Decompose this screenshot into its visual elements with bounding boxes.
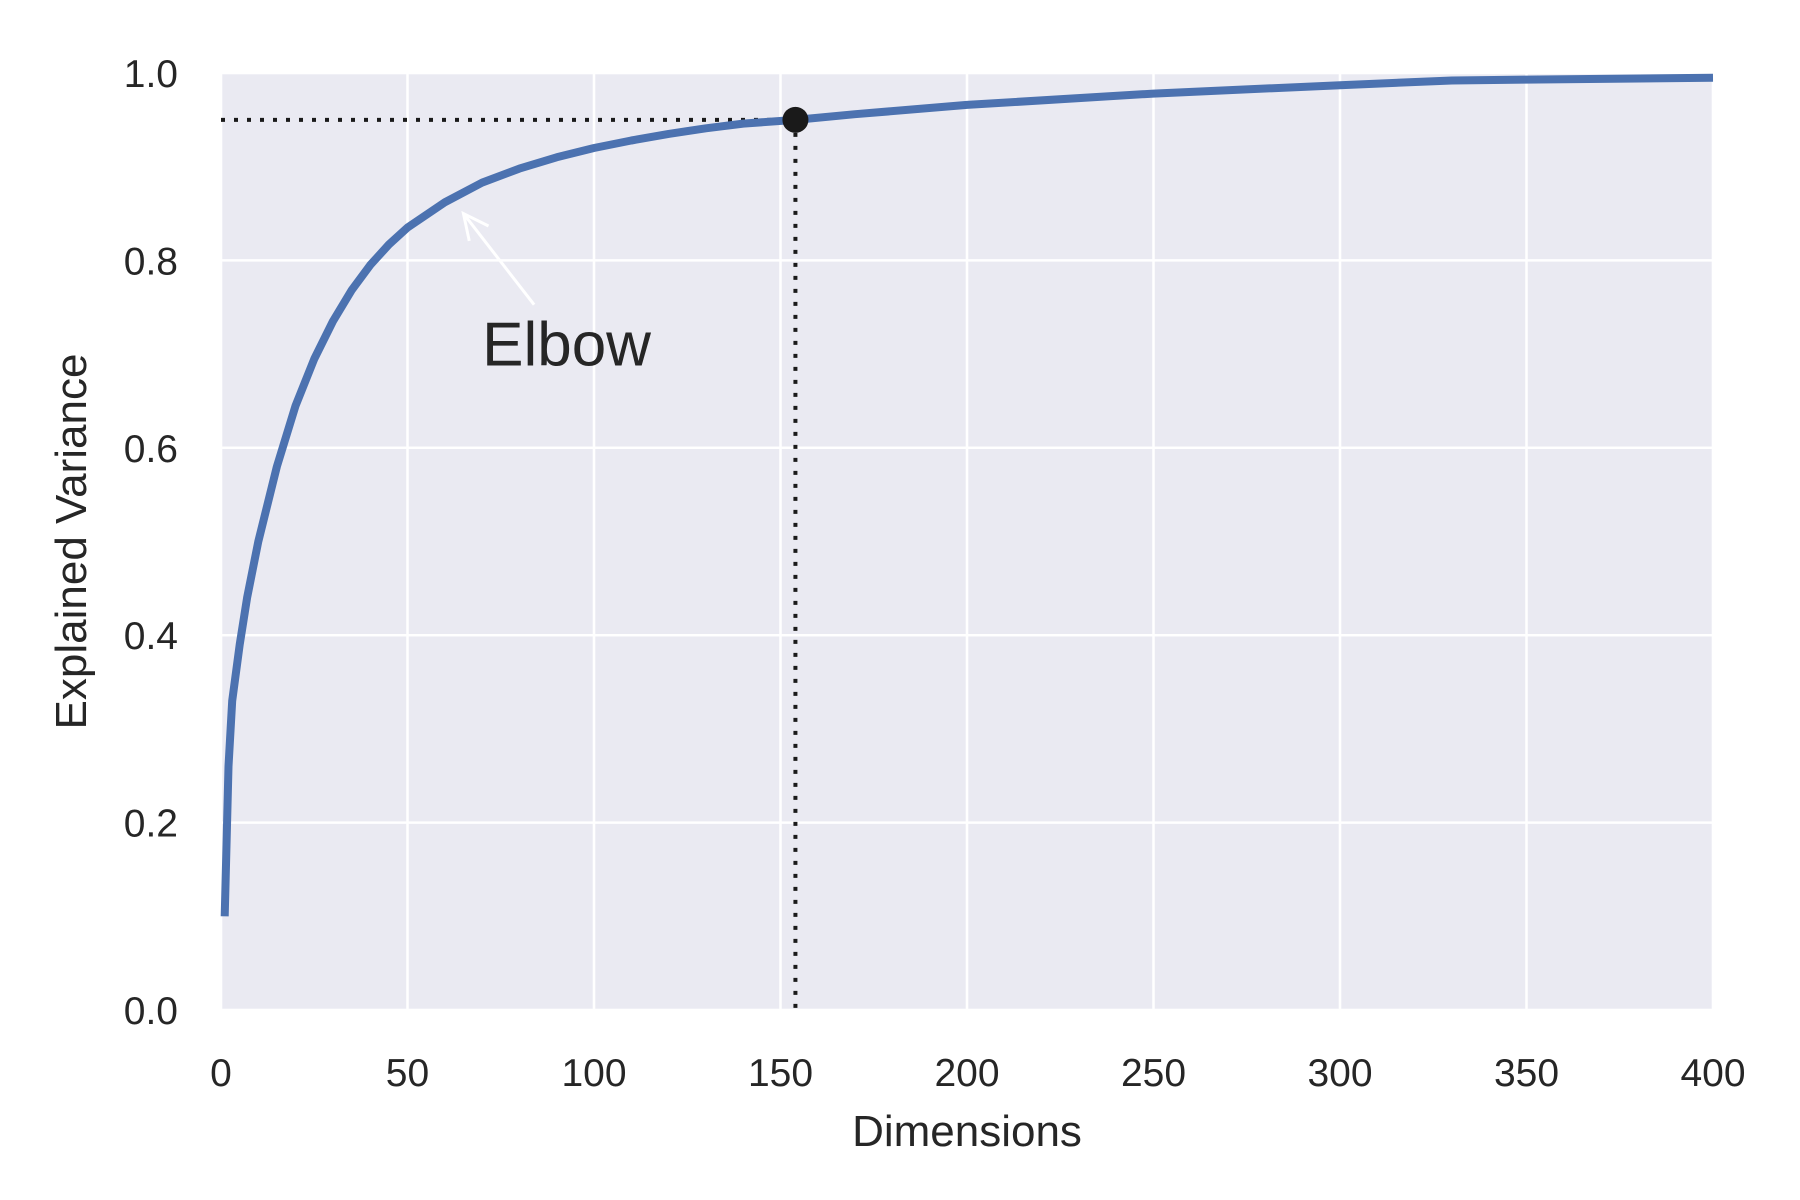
reference-lines — [221, 117, 798, 1010]
x-tick-label: 400 — [1680, 1052, 1745, 1095]
grid — [219, 71, 1715, 1012]
x-tick-label: 250 — [1121, 1052, 1186, 1095]
y-tick-label: 0.8 — [124, 240, 178, 283]
x-tick-label: 300 — [1307, 1052, 1372, 1095]
elbow-arrow-shaft — [462, 212, 536, 306]
x-tick-label: 350 — [1494, 1052, 1559, 1095]
y-tick-label: 1.0 — [124, 53, 178, 96]
x-axis-label: Dimensions — [852, 1107, 1082, 1156]
x-tick-label: 150 — [748, 1052, 813, 1095]
annotation-layer: Elbow — [461, 210, 651, 380]
threshold-marker-layer — [782, 106, 809, 133]
x-tick-label: 200 — [934, 1052, 999, 1095]
variance-series-line — [220, 73, 1714, 917]
x-tick-label: 0 — [210, 1052, 232, 1095]
threshold-point — [782, 106, 809, 133]
y-tick-label: 0.0 — [124, 990, 178, 1033]
y-tick-label: 0.2 — [124, 803, 178, 846]
x-tick-label: 50 — [386, 1052, 429, 1095]
y-tick-label: 0.6 — [124, 428, 178, 471]
x-tick-label: 100 — [561, 1052, 626, 1095]
elbow-annotation-label: Elbow — [482, 311, 651, 380]
elbow-arrow-head — [461, 210, 490, 242]
y-tick-label: 0.4 — [124, 615, 178, 658]
series-layer — [220, 73, 1714, 917]
x-axis-ticks: 0 50 100 150 200 250 300 350 400 — [210, 1052, 1745, 1095]
y-axis-ticks: 0.0 0.2 0.4 0.6 0.8 1.0 — [124, 53, 178, 1033]
y-axis-label: Explained Variance — [47, 354, 96, 730]
